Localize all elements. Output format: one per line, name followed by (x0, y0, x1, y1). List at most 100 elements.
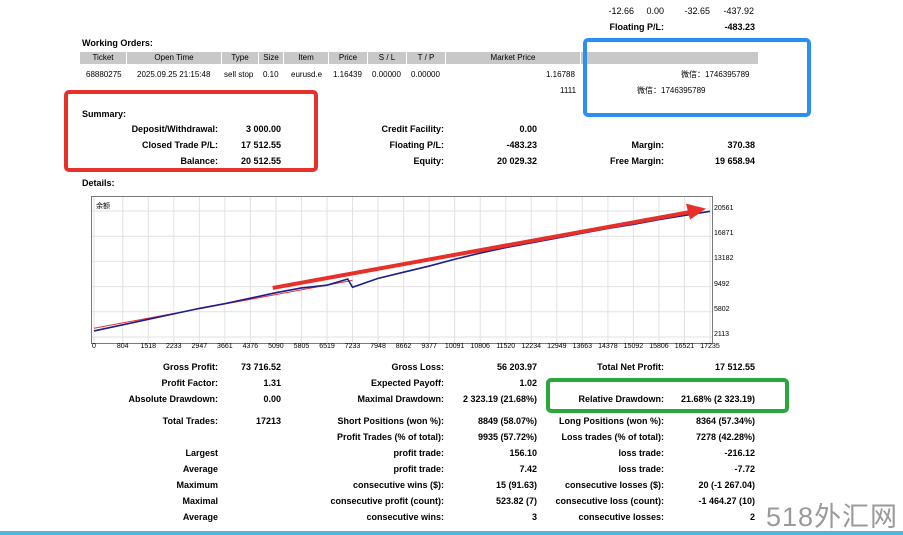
order-open-time: 2025.09.25 21:15:48 (137, 70, 211, 79)
total-trades-label: Total Trades: (162, 416, 218, 426)
watermark: 518外汇网 (766, 502, 899, 532)
y-tick-label: 16871 (714, 230, 734, 238)
x-tick-label: 15092 (623, 343, 644, 350)
credit-label: Credit Facility: (381, 124, 444, 134)
short-positions-label: Short Positions (won %): (337, 416, 445, 426)
absolute-drawdown-label: Absolute Drawdown: (128, 394, 219, 404)
avg-consecutive-wins-label: consecutive wins: (366, 512, 444, 522)
order-extra-value: 1111 (560, 86, 577, 95)
order-sl: 0.00000 (372, 70, 401, 79)
avg-consecutive-losses-value: 2 (749, 512, 755, 522)
relative-drawdown-label: Relative Drawdown: (578, 394, 664, 404)
x-tick-label: 2947 (191, 343, 208, 350)
x-tick-label: 1518 (140, 343, 157, 350)
col-size: Size (259, 52, 284, 64)
profit-factor-value: 1.31 (263, 378, 281, 388)
x-tick-label: 6519 (319, 343, 335, 350)
order-note-2: 微信：1746395789 (637, 86, 706, 95)
equity-label: Equity: (413, 156, 445, 166)
y-tick-label: 20561 (714, 205, 734, 212)
total-trades-value: 17213 (255, 416, 281, 426)
x-tick-label: 15806 (649, 343, 669, 350)
x-tick-label: 14378 (598, 343, 618, 350)
relative-drawdown-highlight-box (546, 378, 789, 413)
col-market-price: Market Price (446, 52, 581, 64)
gross-profit-value: 73 716.52 (240, 362, 281, 372)
average-profit-value: 7.42 (519, 464, 537, 474)
credit-value: 0.00 (519, 124, 537, 134)
net-profit-value: 17 512.55 (714, 362, 755, 372)
x-tick-label: 8662 (395, 343, 412, 350)
balance-chart-svg (92, 197, 712, 343)
largest-loss-label: loss trade: (618, 448, 664, 458)
consecutive-wins-label: consecutive wins ($): (352, 480, 444, 490)
long-positions-value: 8364 (57.34%) (695, 416, 755, 426)
balance-chart: 余额 (91, 196, 713, 344)
red-arrow-shaft (272, 209, 693, 290)
x-tick-label: 9377 (421, 343, 437, 350)
x-tick-label: 0 (92, 343, 96, 350)
maximal-label: Maximal (182, 496, 218, 506)
expected-payoff-value: 1.02 (519, 378, 537, 388)
balance-label: Balance: (180, 156, 218, 166)
y-tick-label: 13182 (714, 255, 734, 263)
gross-loss-value: 56 203.97 (496, 362, 537, 372)
order-market-price: 1.16788 (546, 70, 575, 79)
x-tick-label: 12949 (547, 343, 567, 350)
consecutive-loss-label: consecutive loss (count): (555, 496, 664, 506)
y-tick-label: 9492 (714, 280, 730, 288)
x-tick-label: 16521 (674, 343, 695, 350)
x-tick-label: 5090 (268, 343, 284, 350)
x-tick-label: 10806 (470, 343, 490, 350)
balance-series-line (93, 210, 711, 332)
profit-trades-label: Profit Trades (% of total): (336, 432, 444, 442)
x-tick-label: 3661 (217, 343, 233, 350)
avg-consecutive-wins-value: 3 (531, 512, 537, 522)
largest-loss-value: -216.12 (724, 448, 755, 458)
y-tick-label: 2113 (714, 331, 730, 338)
x-tick-label: 7948 (370, 343, 386, 350)
loss-trades-value: 7278 (42.28%) (695, 432, 755, 442)
average-profit-label: profit trade: (393, 464, 445, 474)
order-size: 0.10 (263, 70, 279, 79)
top-value-3: -32.65 (684, 6, 710, 16)
average-loss-value: -7.72 (734, 464, 755, 474)
consecutive-profit-label: consecutive profit (count): (330, 496, 444, 506)
absolute-drawdown-value: 0.00 (263, 394, 281, 404)
consecutive-loss-value: -1 464.27 (10) (698, 496, 755, 506)
maximum-label: Maximum (176, 480, 218, 490)
largest-label: Largest (185, 448, 218, 458)
free-margin-label: Free Margin: (609, 156, 664, 166)
orders-table-header (80, 52, 758, 64)
col-sl: S / L (368, 52, 407, 64)
top-value-4: -437.92 (723, 6, 754, 16)
col-ticket: Ticket (80, 52, 127, 64)
order-ticket: 68880275 (86, 70, 122, 79)
relative-drawdown-value: 21.68% (2 323.19) (680, 394, 755, 404)
margin-value: 370.38 (727, 140, 755, 150)
top-floating-label: Floating P/L: (609, 22, 665, 32)
floating-value: -483.23 (506, 140, 537, 150)
order-note-1: 微信：1746395789 (681, 70, 750, 79)
floating-label: Floating P/L: (389, 140, 445, 150)
long-positions-label: Long Positions (won %): (559, 416, 664, 426)
margin-label: Margin: (631, 140, 665, 150)
deposit-value: 3 000.00 (245, 124, 281, 134)
average-loss-label: loss trade: (618, 464, 664, 474)
chart-title: 余额 (96, 203, 110, 210)
largest-profit-label: profit trade: (393, 448, 445, 458)
details-title: Details: (82, 178, 115, 188)
loss-trades-label: Loss trades (% of total): (561, 432, 664, 442)
order-type: sell stop (224, 70, 254, 79)
gross-profit-label: Gross Profit: (162, 362, 218, 372)
average2-label: Average (182, 512, 218, 522)
x-tick-label: 7233 (344, 343, 361, 350)
col-type: Type (222, 52, 259, 64)
avg-consecutive-losses-label: consecutive losses: (578, 512, 664, 522)
consecutive-losses-label: consecutive losses ($): (564, 480, 664, 490)
consecutive-losses-value: 20 (-1 267.04) (698, 480, 755, 490)
consecutive-profit-value: 523.82 (7) (495, 496, 537, 506)
maximal-drawdown-value: 2 323.19 (21.68%) (462, 394, 537, 404)
bottom-bar (0, 531, 903, 535)
consecutive-wins-value: 15 (91.63) (495, 480, 537, 490)
